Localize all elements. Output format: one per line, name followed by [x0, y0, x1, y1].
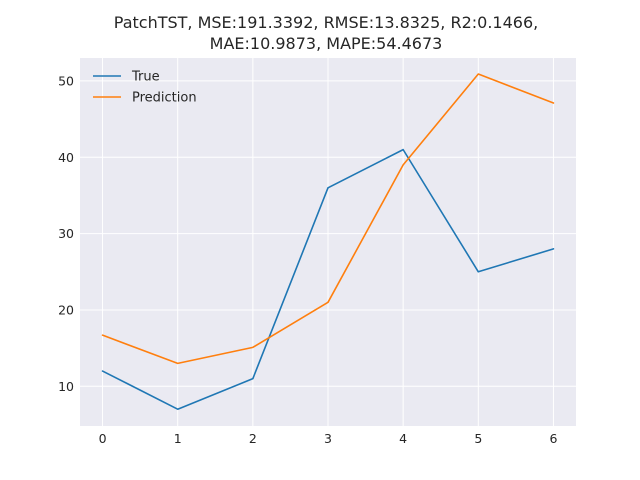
legend: True Prediction	[93, 70, 197, 106]
y-tick-label: 40	[58, 150, 74, 165]
grid-lines	[80, 58, 576, 426]
chart-title-line-2: MAE:10.9873, MAPE:54.4673	[210, 34, 443, 53]
x-tick-label: 0	[99, 431, 107, 446]
x-tick-label: 5	[474, 431, 482, 446]
x-tick-label: 2	[249, 431, 257, 446]
series-line-prediction	[101, 73, 555, 365]
x-tick-label: 3	[324, 431, 332, 446]
y-tick-label: 20	[58, 302, 74, 317]
series-line-true	[101, 148, 555, 411]
x-tick-label: 4	[399, 431, 407, 446]
x-tick-label: 6	[549, 431, 557, 446]
tick-labels: 0 1 2 3 4 5 6 10 20 30 40 50	[58, 73, 557, 446]
legend-label-prediction: Prediction	[132, 91, 197, 106]
x-tick-label: 1	[174, 431, 182, 446]
y-tick-label: 10	[58, 379, 74, 394]
chart-title-line-1: PatchTST, MSE:191.3392, RMSE:13.8325, R2…	[114, 13, 538, 32]
series-lines	[101, 73, 555, 411]
y-tick-label: 30	[58, 226, 74, 241]
legend-label-true: True	[131, 70, 160, 85]
y-tick-label: 50	[58, 73, 74, 88]
